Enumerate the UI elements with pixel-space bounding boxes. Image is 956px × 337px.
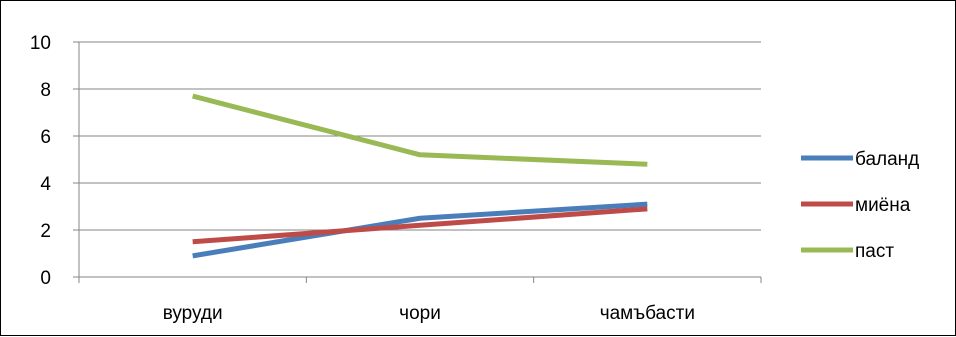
series-lines (192, 93, 648, 259)
legend-label-1: миёна (855, 195, 911, 216)
y-tick-labels: 0 2 4 6 8 10 (30, 33, 52, 289)
x-category-label: чамъбасти (600, 303, 695, 324)
series-line-1 (192, 206, 648, 245)
x-category-label: чори (399, 303, 441, 324)
legend: баланд миёна паст (801, 149, 919, 262)
x-category-label: вуруди (163, 303, 223, 324)
legend-label-2: паст (855, 241, 894, 262)
x-category-labels: вуруди чори чамъбасти (163, 303, 695, 324)
y-tick-label: 2 (40, 221, 51, 242)
legend-label-0: баланд (855, 149, 919, 170)
gridlines (79, 41, 761, 231)
y-tick-label: 4 (40, 174, 51, 195)
axes (73, 41, 762, 283)
series-line-2 (192, 93, 648, 167)
y-tick-label: 8 (40, 80, 51, 101)
y-tick-label: 0 (40, 268, 51, 289)
series-line-0 (192, 201, 648, 259)
y-tick-label: 6 (40, 127, 51, 148)
y-tick-label: 10 (30, 33, 51, 54)
